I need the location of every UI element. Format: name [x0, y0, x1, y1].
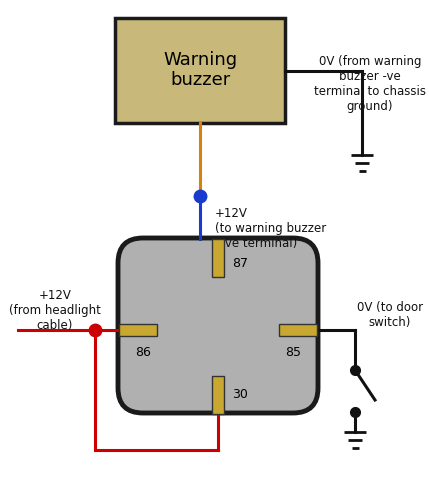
Text: Warning
buzzer: Warning buzzer	[163, 51, 237, 90]
Bar	[212, 239, 224, 277]
Text: +12V
(to warning buzzer
+ve terminal): +12V (to warning buzzer +ve terminal)	[215, 207, 326, 250]
Text: 85: 85	[285, 346, 301, 359]
Bar	[119, 324, 157, 336]
Bar	[279, 324, 317, 336]
Text: 30: 30	[232, 388, 248, 401]
Bar	[212, 376, 224, 414]
Text: 0V (from warning
buzzer -ve
terminal to chassis
ground): 0V (from warning buzzer -ve terminal to …	[314, 55, 426, 113]
FancyBboxPatch shape	[118, 238, 318, 413]
Text: 0V (to door
switch): 0V (to door switch)	[357, 301, 423, 329]
Text: 86: 86	[135, 346, 151, 359]
Bar	[115, 18, 285, 123]
Text: 87: 87	[232, 256, 248, 269]
Text: +12V
(from headlight
cable): +12V (from headlight cable)	[9, 288, 101, 332]
